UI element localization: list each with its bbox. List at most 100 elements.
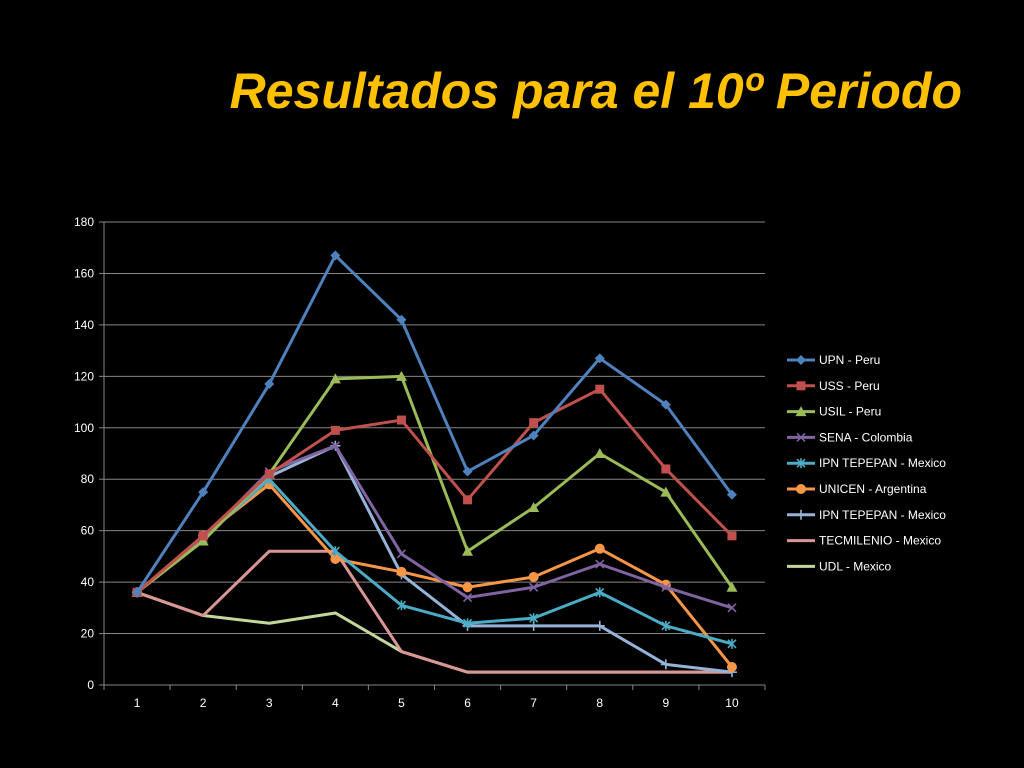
series-line bbox=[136, 549, 732, 674]
data-point bbox=[796, 381, 806, 391]
y-tick-label: 180 bbox=[74, 215, 94, 229]
data-point bbox=[330, 425, 340, 435]
data-point bbox=[528, 571, 539, 582]
legend-label: USS - Peru bbox=[819, 379, 880, 393]
data-point bbox=[198, 487, 209, 498]
series-2 bbox=[131, 370, 738, 597]
legend-item: TECMILENIO - Mexico bbox=[787, 534, 941, 548]
x-tick-label: 5 bbox=[398, 696, 405, 710]
data-point bbox=[330, 441, 340, 451]
data-point bbox=[594, 448, 606, 458]
data-point bbox=[396, 566, 407, 577]
y-tick-label: 60 bbox=[81, 524, 95, 538]
data-point bbox=[329, 373, 341, 384]
data-point bbox=[796, 432, 806, 442]
legend-label: UNICEN - Argentina bbox=[819, 482, 927, 496]
data-point bbox=[594, 620, 605, 631]
y-tick-label: 0 bbox=[87, 678, 94, 692]
data-point bbox=[330, 250, 341, 261]
data-point bbox=[264, 469, 274, 479]
series-line bbox=[136, 590, 732, 674]
legend-label: UPN - Peru bbox=[819, 353, 880, 367]
legend-label: SENA - Colombia bbox=[819, 430, 913, 444]
legend-item: UDL - Mexico bbox=[787, 559, 892, 573]
x-tick-label: 1 bbox=[134, 696, 141, 710]
data-point bbox=[132, 587, 143, 598]
legend: UPN - Peru USS - Peru USIL - Peru SENA - Co… bbox=[787, 353, 946, 573]
data-point bbox=[595, 587, 605, 598]
data-point bbox=[726, 661, 737, 672]
x-tick-label: 3 bbox=[266, 696, 273, 710]
data-point bbox=[529, 613, 539, 624]
series-lines bbox=[131, 250, 738, 678]
data-point bbox=[796, 509, 806, 520]
data-point bbox=[796, 355, 806, 365]
data-point bbox=[462, 582, 473, 593]
data-point bbox=[396, 549, 407, 559]
series-line bbox=[136, 444, 733, 610]
series-line bbox=[135, 253, 734, 594]
data-point bbox=[727, 603, 737, 613]
series-4 bbox=[132, 474, 737, 649]
series-line bbox=[136, 374, 734, 594]
legend-item: IPN TEPEPAN - Mexico bbox=[787, 508, 946, 522]
data-point bbox=[726, 581, 738, 592]
legend-label: IPN TEPEPAN - Mexico bbox=[819, 508, 946, 522]
data-point bbox=[529, 582, 539, 592]
data-point bbox=[529, 418, 539, 428]
legend-label: IPN TEPEPAN - Mexico bbox=[819, 456, 946, 470]
series-1 bbox=[132, 384, 737, 597]
y-tick-label: 100 bbox=[74, 421, 94, 435]
data-point bbox=[197, 535, 209, 546]
x-tick-label: 8 bbox=[596, 696, 603, 710]
data-point bbox=[462, 592, 473, 603]
data-point bbox=[660, 486, 672, 497]
series-6 bbox=[132, 440, 737, 678]
y-tick-label: 140 bbox=[74, 318, 94, 332]
data-point bbox=[396, 600, 407, 611]
legend-item: IPN TEPEPAN - Mexico bbox=[787, 456, 946, 470]
axes: 0 20 40 60 80 100 120 140 160 180 1 2 3 4 5 6 7 8 9 10 bbox=[74, 215, 766, 710]
data-point bbox=[594, 543, 605, 554]
legend-item: UPN - Peru bbox=[787, 353, 880, 367]
series-0 bbox=[132, 250, 737, 598]
x-tick-label: 2 bbox=[200, 696, 207, 710]
x-tick-label: 4 bbox=[332, 696, 339, 710]
data-point bbox=[462, 618, 473, 629]
data-point bbox=[594, 353, 605, 364]
y-tick-label: 120 bbox=[74, 369, 94, 383]
data-point bbox=[726, 489, 737, 500]
data-point bbox=[795, 406, 807, 417]
data-point bbox=[528, 502, 540, 513]
data-point bbox=[198, 531, 208, 541]
data-point bbox=[395, 370, 407, 381]
data-point bbox=[661, 582, 671, 592]
legend-label: USIL - Peru bbox=[819, 405, 881, 419]
series-line bbox=[136, 387, 734, 594]
data-point bbox=[727, 531, 737, 541]
data-point bbox=[727, 638, 737, 649]
data-point bbox=[462, 466, 473, 477]
x-tick-label: 9 bbox=[663, 696, 670, 710]
y-tick-label: 80 bbox=[81, 472, 95, 486]
data-point bbox=[661, 464, 671, 474]
legend-item: USS - Peru bbox=[787, 379, 880, 393]
data-point bbox=[396, 314, 407, 325]
legend-item: SENA - Colombia bbox=[787, 430, 913, 444]
series-7 bbox=[136, 549, 732, 674]
y-tick-label: 160 bbox=[74, 266, 94, 280]
grid-lines bbox=[104, 221, 765, 635]
y-tick-label: 40 bbox=[81, 575, 95, 589]
data-point bbox=[661, 620, 671, 631]
data-point bbox=[660, 659, 671, 670]
data-point bbox=[396, 415, 406, 425]
data-point bbox=[660, 399, 671, 410]
legend-label: UDL - Mexico bbox=[819, 559, 892, 573]
y-tick-label: 20 bbox=[81, 627, 95, 641]
data-point bbox=[595, 384, 605, 394]
data-point bbox=[595, 559, 605, 569]
data-point bbox=[462, 545, 474, 556]
x-tick-label: 6 bbox=[464, 696, 471, 710]
